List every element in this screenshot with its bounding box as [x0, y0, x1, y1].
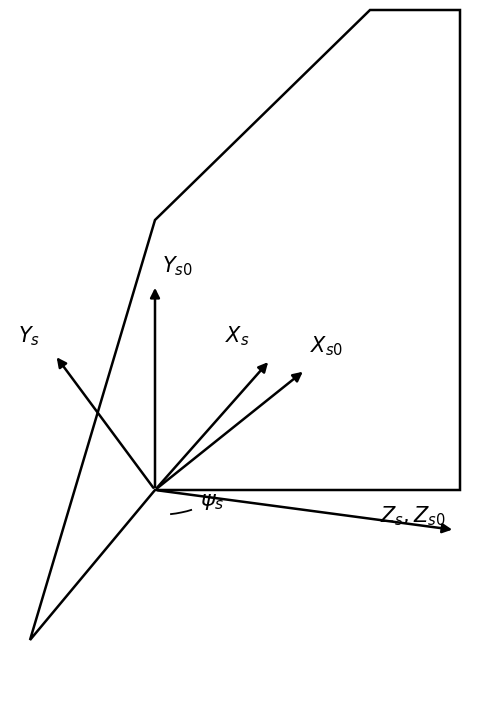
Text: $X_s$: $X_s$	[226, 325, 250, 348]
Polygon shape	[30, 10, 460, 640]
Text: $\psi_s$: $\psi_s$	[200, 490, 225, 512]
Text: $Z_s, Z_{s0}$: $Z_s, Z_{s0}$	[380, 504, 446, 528]
Text: $Y_{s0}$: $Y_{s0}$	[162, 255, 193, 278]
Text: $X_{s0}$: $X_{s0}$	[310, 335, 343, 358]
Text: $Y_s$: $Y_s$	[18, 325, 40, 348]
